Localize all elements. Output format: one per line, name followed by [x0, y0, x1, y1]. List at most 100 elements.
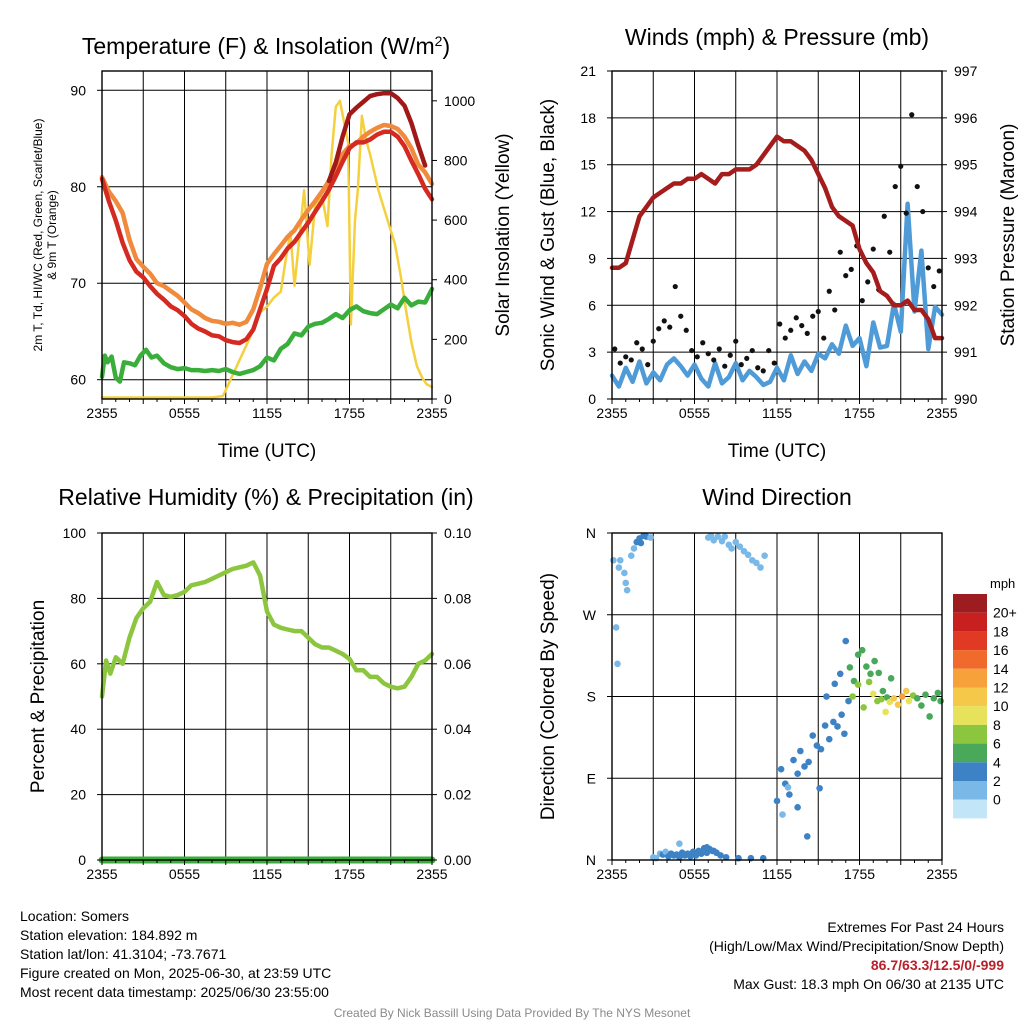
direction-point — [834, 723, 841, 730]
gust-point — [722, 363, 728, 369]
x-tick-label: 1755 — [844, 866, 875, 882]
direction-point — [790, 756, 797, 764]
direction-point — [841, 730, 848, 738]
gust-point — [628, 357, 634, 363]
direction-point — [786, 791, 793, 798]
direction-point — [761, 552, 768, 560]
y-tick-label: 40 — [70, 721, 86, 737]
x-tick-label: 2355 — [416, 405, 447, 421]
legend-label: 18 — [993, 623, 1009, 639]
y-tick-label: 0 — [78, 852, 86, 868]
direction-point — [698, 850, 705, 857]
legend-title: mph — [990, 576, 1015, 591]
y-tick-label-right: 400 — [444, 272, 468, 288]
direction-point — [860, 704, 867, 711]
x-tick-label: 1755 — [334, 405, 365, 421]
direction-point — [926, 713, 933, 720]
y-tick-label-right: 0 — [444, 391, 452, 407]
direction-point — [703, 843, 711, 851]
direction-point — [845, 697, 852, 705]
direction-point — [773, 797, 781, 805]
direction-point — [728, 545, 735, 552]
gust-point — [832, 307, 838, 313]
x-tick-label: 2355 — [596, 405, 627, 421]
gust-point — [903, 210, 909, 216]
x-tick-label: 2355 — [926, 405, 957, 421]
y-tick-label-right: 0.08 — [444, 590, 471, 606]
gust-point — [617, 360, 623, 366]
chart-wind: Winds (mph) & Pressure (mb) 2355 0555 1155 1… — [538, 24, 1019, 462]
recent-text: Most recent data timestamp: 2025/06/30 2… — [20, 984, 329, 1000]
y-tick-label-right: 995 — [954, 157, 978, 173]
gust-point — [634, 340, 640, 346]
legend-swatch — [953, 668, 987, 688]
legend-label: 12 — [993, 680, 1009, 696]
direction-point — [831, 680, 839, 688]
legend-swatch — [953, 743, 987, 763]
legend-swatch — [953, 724, 987, 744]
direction-point — [722, 853, 730, 861]
legend-swatch — [953, 781, 987, 800]
direction-point — [721, 533, 729, 540]
direction-point — [854, 651, 862, 659]
direction-point — [797, 747, 804, 755]
x-tick-label: 1155 — [762, 866, 792, 882]
gust-point — [656, 326, 662, 332]
y-axis-label-left-2: & 9m T (Orange) — [45, 190, 59, 280]
gust-point — [711, 357, 717, 363]
direction-point — [838, 711, 845, 718]
x-tick-label: 0555 — [169, 405, 200, 421]
direction-point — [623, 586, 631, 594]
direction-point — [647, 534, 654, 541]
gust-point — [777, 321, 783, 327]
direction-point — [937, 697, 944, 705]
direction-point — [875, 669, 883, 677]
y-tick-label-right: 992 — [954, 297, 978, 313]
gust-point — [623, 354, 629, 360]
gust-point — [733, 338, 739, 344]
y-tick-label: 100 — [63, 525, 87, 541]
direction-point — [732, 538, 740, 546]
series-line — [99, 129, 435, 346]
legend-swatch — [953, 687, 987, 707]
y-tick-label-right: 200 — [444, 331, 468, 347]
gust-point — [771, 360, 777, 366]
y-axis-label-left: Percent & Precipitation — [28, 600, 49, 793]
direction-point — [809, 732, 817, 739]
y-tick-label-right: 997 — [954, 63, 978, 79]
direction-point — [744, 551, 752, 559]
direction-point — [894, 701, 902, 708]
direction-point — [794, 804, 801, 811]
y-tick-label: 15 — [580, 157, 596, 173]
gust-point — [650, 338, 656, 344]
x-axis-label: Time (UTC) — [728, 441, 827, 462]
series-line — [99, 286, 435, 384]
y-tick-label: S — [587, 689, 596, 705]
gust-point — [700, 340, 706, 346]
location-text: Location: Somers — [20, 908, 129, 924]
direction-point — [902, 687, 910, 695]
gust-point — [843, 273, 849, 279]
y-tick-label-right: 800 — [444, 152, 468, 168]
gust-point — [865, 279, 871, 285]
legend-label: 14 — [993, 661, 1009, 677]
y-tick-label-right: 1000 — [444, 93, 475, 109]
legend-swatch — [953, 631, 987, 651]
y-tick-label: 70 — [70, 275, 86, 291]
gust-point — [683, 327, 689, 333]
direction-point — [918, 702, 925, 709]
y-tick-label-right: 0.00 — [444, 852, 471, 868]
y-tick-label: 20 — [70, 787, 86, 803]
legend-label: 0 — [993, 792, 1001, 808]
latlon-text: Station lat/lon: 41.3104; -73.7671 — [20, 946, 227, 962]
direction-point — [849, 693, 856, 700]
legend-swatch — [953, 799, 987, 819]
direction-point — [890, 695, 898, 702]
direction-point — [922, 691, 929, 698]
direction-point — [622, 579, 630, 587]
gust-point — [821, 335, 827, 341]
direction-point — [905, 697, 913, 705]
gust-point — [931, 283, 937, 290]
y-tick-label: 21 — [580, 63, 596, 79]
x-tick-label: 0555 — [169, 866, 200, 882]
